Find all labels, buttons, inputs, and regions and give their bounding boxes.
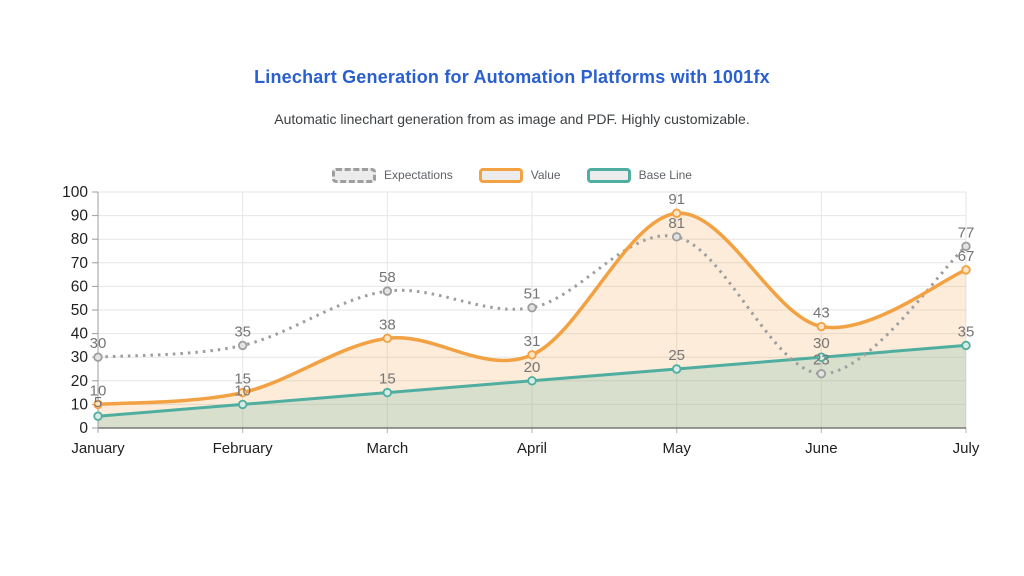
legend-label-value: Value xyxy=(530,168,561,182)
svg-text:5: 5 xyxy=(94,394,102,411)
svg-text:10: 10 xyxy=(71,396,89,413)
svg-text:35: 35 xyxy=(234,323,251,340)
svg-text:81: 81 xyxy=(668,215,685,232)
chart-title: Linechart Generation for Automation Plat… xyxy=(254,67,770,87)
svg-text:51: 51 xyxy=(524,286,541,303)
svg-text:91: 91 xyxy=(668,191,685,208)
svg-text:90: 90 xyxy=(71,208,89,225)
svg-text:50: 50 xyxy=(71,302,89,319)
svg-text:25: 25 xyxy=(668,347,685,364)
svg-text:67: 67 xyxy=(958,248,975,265)
svg-text:58: 58 xyxy=(379,269,396,286)
legend-swatch-expectations-icon xyxy=(332,167,377,183)
svg-text:15: 15 xyxy=(234,371,251,388)
svg-text:30: 30 xyxy=(71,349,89,366)
svg-text:0: 0 xyxy=(79,420,88,437)
legend-swatch-baseline-icon xyxy=(586,167,631,183)
svg-text:20: 20 xyxy=(524,359,541,376)
svg-text:77: 77 xyxy=(958,224,975,241)
svg-text:15: 15 xyxy=(379,371,396,388)
svg-text:38: 38 xyxy=(379,316,396,333)
svg-text:February: February xyxy=(213,440,274,457)
svg-text:100: 100 xyxy=(62,184,88,201)
chart-legend: Expectations Value Base Line xyxy=(0,166,1024,184)
svg-text:10: 10 xyxy=(90,382,107,399)
svg-text:60: 60 xyxy=(71,278,89,295)
legend-swatch-value-icon xyxy=(478,167,523,183)
svg-text:35: 35 xyxy=(958,323,975,340)
svg-text:May: May xyxy=(662,440,691,457)
legend-label-baseline: Base Line xyxy=(638,168,692,182)
legend-label-expectations: Expectations xyxy=(384,168,453,182)
svg-text:23: 23 xyxy=(813,352,830,369)
svg-text:10: 10 xyxy=(234,382,251,399)
svg-text:70: 70 xyxy=(71,255,89,272)
svg-text:January: January xyxy=(71,440,125,457)
svg-text:30: 30 xyxy=(813,335,830,352)
svg-text:30: 30 xyxy=(90,335,107,352)
svg-text:31: 31 xyxy=(524,333,541,350)
svg-text:40: 40 xyxy=(71,326,89,343)
svg-text:43: 43 xyxy=(813,305,830,322)
chart-subtitle: Automatic linechart generation from as i… xyxy=(274,111,750,127)
svg-text:June: June xyxy=(805,440,838,457)
svg-text:March: March xyxy=(366,440,408,457)
svg-text:July: July xyxy=(953,440,980,457)
svg-text:April: April xyxy=(517,440,547,457)
svg-text:20: 20 xyxy=(71,373,89,390)
legend-item-value: Value xyxy=(478,167,561,183)
legend-item-expectations: Expectations xyxy=(332,167,453,183)
legend-item-baseline: Base Line xyxy=(586,167,692,183)
svg-text:80: 80 xyxy=(71,231,89,248)
